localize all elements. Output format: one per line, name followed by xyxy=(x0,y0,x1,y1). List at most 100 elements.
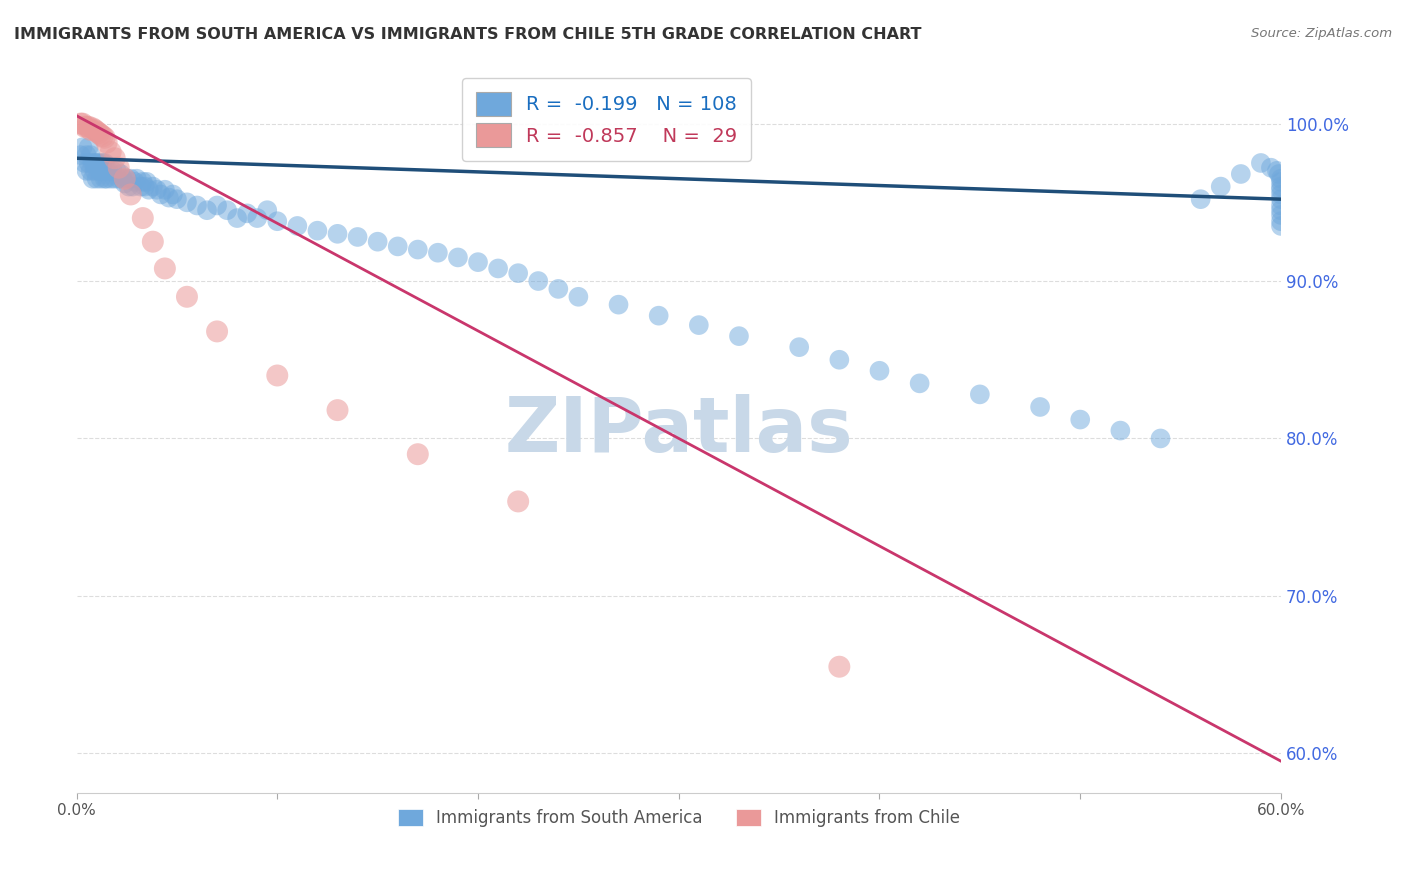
Point xyxy=(73,156,96,170)
Point xyxy=(97,164,120,178)
Point xyxy=(96,171,118,186)
Point xyxy=(107,161,129,175)
Point xyxy=(1270,198,1292,212)
Point xyxy=(87,156,110,170)
Point xyxy=(508,494,530,508)
Point xyxy=(828,352,851,367)
Point xyxy=(79,123,101,137)
Point xyxy=(91,129,114,144)
Point xyxy=(176,195,198,210)
Point xyxy=(1270,219,1292,233)
Point xyxy=(105,164,128,178)
Point xyxy=(79,148,101,162)
Point xyxy=(266,214,288,228)
Point xyxy=(607,298,630,312)
Point xyxy=(1270,192,1292,206)
Point xyxy=(73,120,96,134)
Point xyxy=(124,175,146,189)
Point xyxy=(76,148,98,162)
Point xyxy=(246,211,269,225)
Point xyxy=(120,171,142,186)
Point xyxy=(149,187,172,202)
Point xyxy=(129,179,152,194)
Point xyxy=(93,130,115,145)
Point xyxy=(688,318,710,332)
Point xyxy=(146,183,169,197)
Point xyxy=(96,164,118,178)
Point xyxy=(91,156,114,170)
Point xyxy=(1149,432,1171,446)
Point xyxy=(76,164,98,178)
Point xyxy=(406,243,429,257)
Point xyxy=(104,171,127,186)
Point xyxy=(387,239,409,253)
Point xyxy=(134,179,156,194)
Point xyxy=(72,140,94,154)
Point xyxy=(86,124,108,138)
Point xyxy=(82,156,104,170)
Point xyxy=(869,364,891,378)
Point xyxy=(969,387,991,401)
Point xyxy=(104,151,127,165)
Point xyxy=(111,171,134,186)
Point xyxy=(186,198,208,212)
Point xyxy=(1069,412,1091,426)
Point xyxy=(1270,183,1292,197)
Text: Source: ZipAtlas.com: Source: ZipAtlas.com xyxy=(1251,27,1392,40)
Point xyxy=(1270,203,1292,218)
Point xyxy=(76,120,98,134)
Point xyxy=(82,171,104,186)
Point xyxy=(121,179,143,194)
Point xyxy=(142,179,165,194)
Point xyxy=(226,211,249,225)
Point xyxy=(83,164,105,178)
Point xyxy=(110,167,132,181)
Point xyxy=(90,164,112,178)
Point xyxy=(307,224,329,238)
Point xyxy=(93,171,115,186)
Point xyxy=(1265,164,1288,178)
Point xyxy=(87,164,110,178)
Point xyxy=(1209,179,1232,194)
Point xyxy=(426,245,449,260)
Point xyxy=(100,171,122,186)
Point xyxy=(1270,175,1292,189)
Point xyxy=(176,290,198,304)
Point xyxy=(1270,179,1292,194)
Point xyxy=(77,120,100,134)
Point xyxy=(486,261,509,276)
Point xyxy=(138,183,160,197)
Point xyxy=(1109,424,1132,438)
Point xyxy=(1189,192,1212,206)
Point xyxy=(647,309,669,323)
Point xyxy=(107,171,129,186)
Point xyxy=(101,164,124,178)
Point xyxy=(467,255,489,269)
Point xyxy=(83,156,105,170)
Point xyxy=(1270,214,1292,228)
Point xyxy=(547,282,569,296)
Point xyxy=(367,235,389,249)
Point xyxy=(236,206,259,220)
Point xyxy=(326,403,349,417)
Point xyxy=(1270,171,1292,186)
Point xyxy=(1270,208,1292,222)
Point xyxy=(1260,161,1282,175)
Point xyxy=(100,145,122,159)
Point xyxy=(132,211,155,225)
Point xyxy=(86,156,108,170)
Point xyxy=(285,219,308,233)
Point xyxy=(266,368,288,383)
Point xyxy=(83,123,105,137)
Point xyxy=(787,340,810,354)
Point xyxy=(828,659,851,673)
Point xyxy=(162,187,184,202)
Point xyxy=(69,148,91,162)
Point xyxy=(135,175,157,189)
Point xyxy=(120,187,142,202)
Point xyxy=(115,171,138,186)
Point xyxy=(166,192,188,206)
Point xyxy=(90,128,112,142)
Point xyxy=(142,235,165,249)
Point xyxy=(527,274,550,288)
